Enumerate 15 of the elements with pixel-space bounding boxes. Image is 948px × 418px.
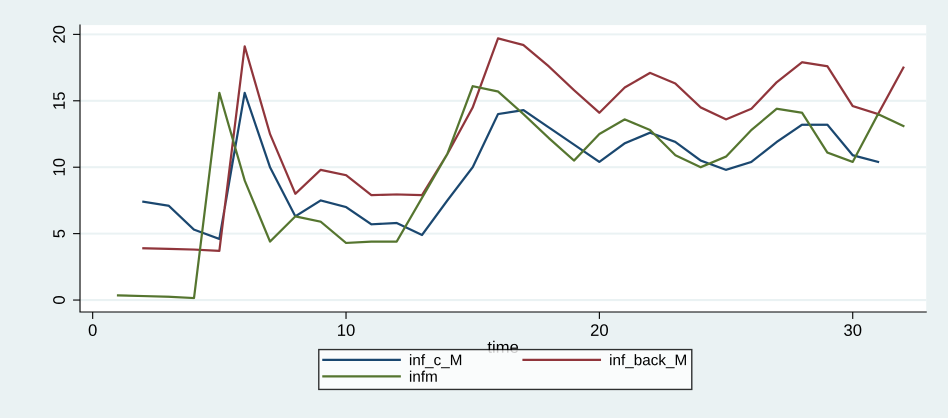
- legend-label: inf_c_M: [410, 354, 462, 368]
- y-tick-label: 5: [53, 230, 65, 238]
- y-tick-label: 15: [53, 92, 65, 109]
- y-tick-label: 0: [53, 296, 65, 304]
- x-tick-label: 20: [590, 324, 608, 336]
- x-tick-label: 30: [844, 324, 862, 336]
- y-tick-label: 20: [53, 26, 65, 43]
- x-tick-label: 0: [88, 324, 97, 336]
- line-series: [116, 85, 905, 300]
- legend-label: infm: [410, 370, 437, 382]
- legend-label: inf_back_M: [610, 354, 686, 368]
- x-tick-label: 10: [338, 324, 355, 336]
- y-tick-label: 10: [53, 158, 65, 176]
- line-series: [142, 37, 905, 252]
- line-series: [142, 92, 880, 240]
